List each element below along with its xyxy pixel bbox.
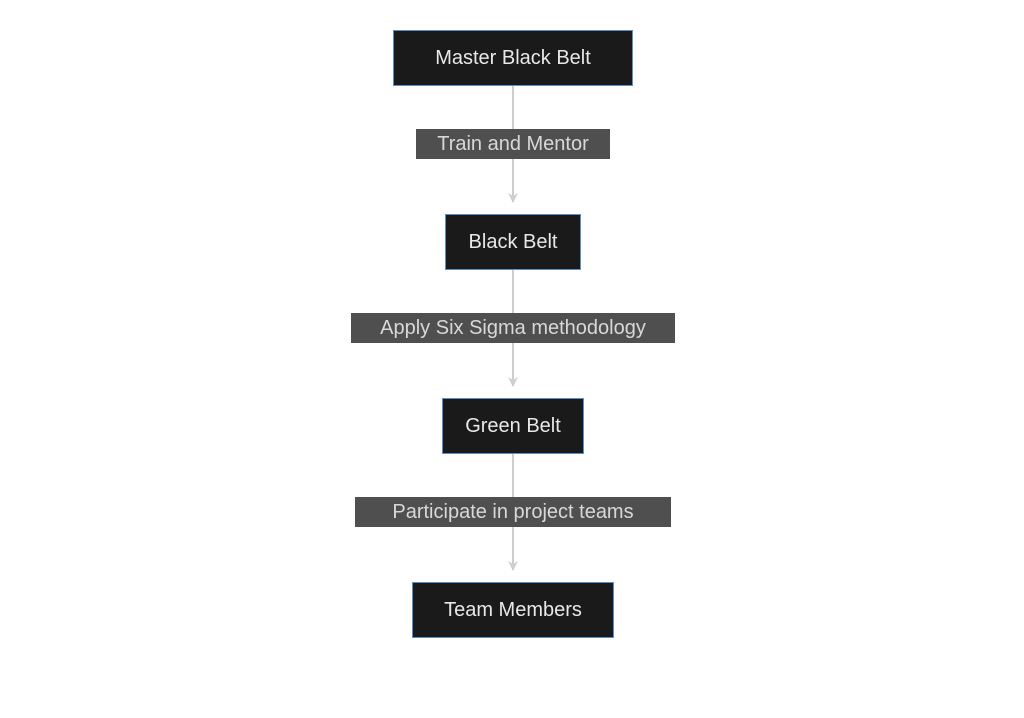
edge-label: Apply Six Sigma methodology (351, 313, 675, 343)
edge-label: Train and Mentor (416, 129, 610, 159)
flow-node: Black Belt (445, 214, 581, 270)
flow-node: Master Black Belt (393, 30, 633, 86)
edge-label: Participate in project teams (355, 497, 671, 527)
flow-node: Team Members (412, 582, 614, 638)
flow-node: Green Belt (442, 398, 584, 454)
